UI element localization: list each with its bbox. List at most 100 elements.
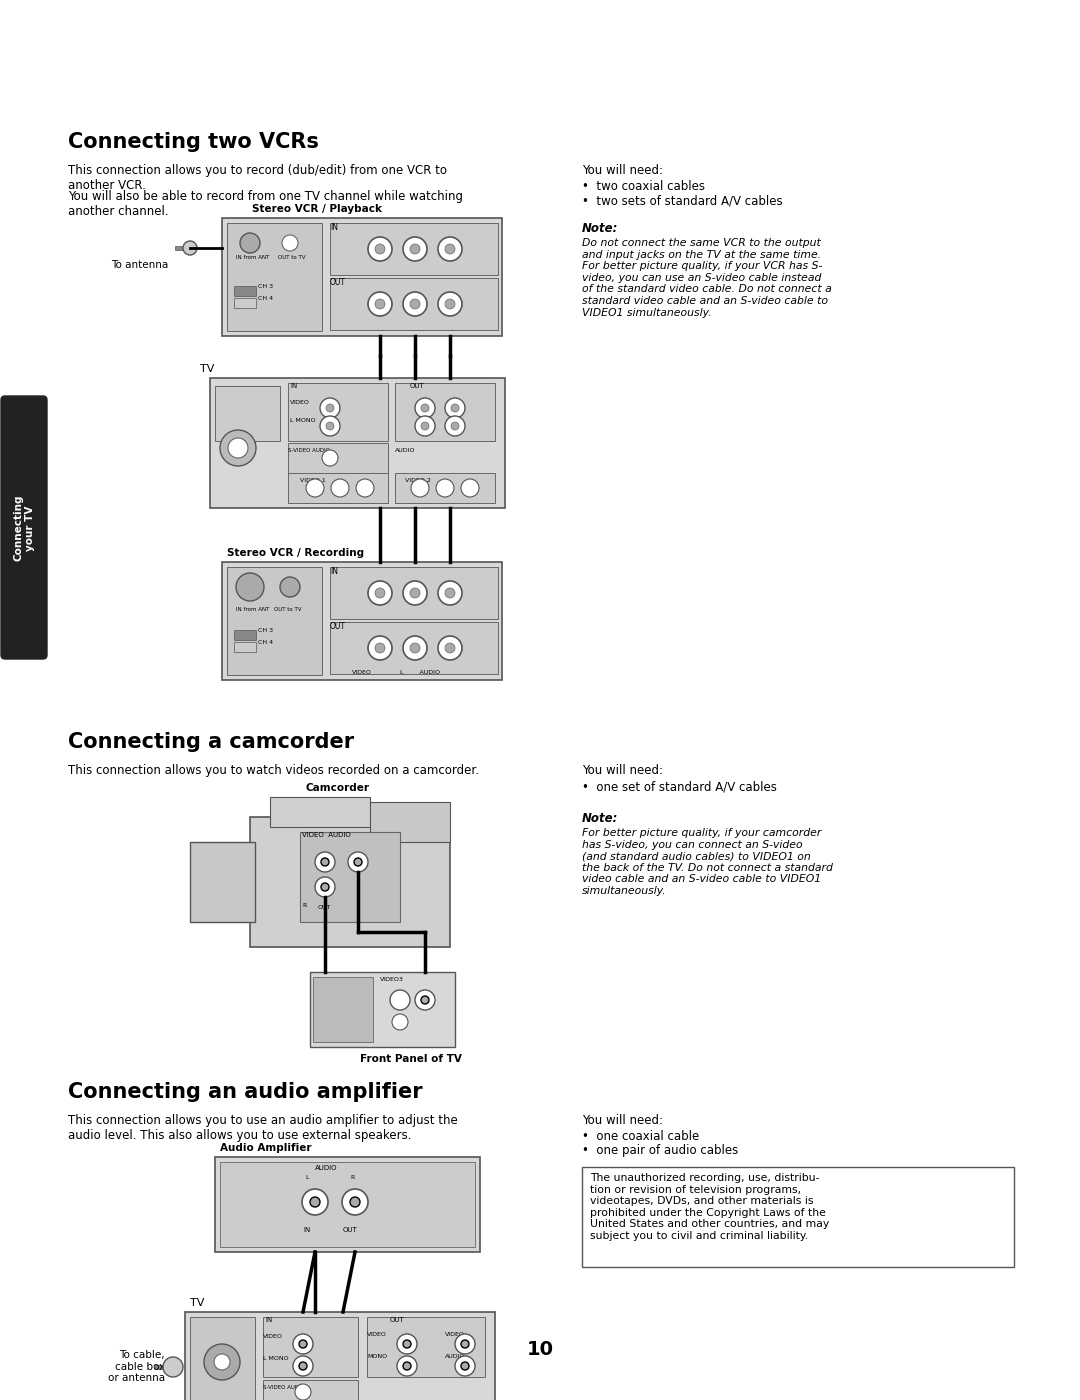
Circle shape (368, 636, 392, 659)
Circle shape (368, 293, 392, 316)
Bar (215, 1156, 480, 1252)
Text: Front Panel of TV: Front Panel of TV (360, 1054, 462, 1064)
Circle shape (421, 405, 429, 412)
Text: You will need:: You will need: (582, 764, 663, 777)
Text: To cable,
cable box
or antenna: To cable, cable box or antenna (108, 1350, 165, 1383)
Circle shape (445, 300, 455, 309)
Text: IN: IN (265, 1317, 272, 1323)
Text: OUT: OUT (343, 1226, 357, 1233)
Circle shape (390, 990, 410, 1009)
Circle shape (451, 405, 459, 412)
Circle shape (445, 398, 465, 419)
Text: IN: IN (330, 223, 338, 232)
Circle shape (348, 853, 368, 872)
Bar (582, 1168, 1014, 1267)
Bar (330, 223, 498, 274)
Circle shape (350, 1197, 360, 1207)
Circle shape (299, 1362, 307, 1371)
Circle shape (403, 1340, 411, 1348)
Bar (270, 797, 370, 827)
Circle shape (445, 588, 455, 598)
Text: •  one set of standard A/V cables: • one set of standard A/V cables (582, 780, 777, 792)
Bar (330, 622, 498, 673)
Circle shape (461, 1362, 469, 1371)
Text: MONO: MONO (367, 1354, 387, 1359)
Text: VIDEO: VIDEO (291, 400, 310, 405)
Text: VIDEO: VIDEO (445, 1331, 464, 1337)
Text: Note:: Note: (582, 812, 619, 825)
Circle shape (368, 581, 392, 605)
Text: S-VIDEO AUDIO: S-VIDEO AUDIO (264, 1385, 305, 1390)
Text: OUT: OUT (390, 1317, 405, 1323)
Circle shape (368, 237, 392, 260)
Text: VIDEO3: VIDEO3 (380, 977, 404, 981)
Bar (227, 567, 322, 675)
Circle shape (237, 573, 264, 601)
Circle shape (375, 300, 384, 309)
Circle shape (455, 1334, 475, 1354)
Text: TV: TV (200, 364, 214, 374)
Circle shape (403, 636, 427, 659)
Bar (313, 977, 373, 1042)
Bar (210, 378, 505, 508)
Text: Connecting
your TV: Connecting your TV (13, 494, 35, 561)
Text: Connecting two VCRs: Connecting two VCRs (68, 132, 319, 153)
Circle shape (330, 479, 349, 497)
Circle shape (445, 643, 455, 652)
Bar (156, 1365, 173, 1369)
Circle shape (321, 858, 329, 867)
Text: This connection allows you to use an audio amplifier to adjust the
audio level. : This connection allows you to use an aud… (68, 1114, 458, 1142)
Text: IN: IN (291, 384, 297, 389)
Text: CH 4: CH 4 (258, 640, 273, 645)
Circle shape (445, 416, 465, 435)
Text: For better picture quality, if your camcorder
has S-video, you can connect an S-: For better picture quality, if your camc… (582, 827, 833, 896)
Circle shape (436, 479, 454, 497)
Text: Audio Amplifier: Audio Amplifier (220, 1142, 311, 1154)
Circle shape (410, 244, 420, 253)
Text: Connecting an audio amplifier: Connecting an audio amplifier (68, 1082, 422, 1102)
Circle shape (415, 398, 435, 419)
Circle shape (293, 1334, 313, 1354)
Text: Connecting a camcorder: Connecting a camcorder (68, 732, 354, 752)
Bar (234, 286, 256, 295)
Circle shape (403, 293, 427, 316)
Bar (222, 561, 502, 680)
Circle shape (461, 479, 480, 497)
Text: To antenna: To antenna (111, 260, 168, 270)
Circle shape (461, 1340, 469, 1348)
Text: R: R (302, 903, 307, 909)
Text: IN: IN (303, 1226, 310, 1233)
Text: AUDIO: AUDIO (395, 448, 416, 454)
Text: IN from ANT: IN from ANT (237, 608, 269, 612)
Text: VIDEO 1: VIDEO 1 (300, 477, 326, 483)
Circle shape (310, 1197, 320, 1207)
Text: Camcorder: Camcorder (305, 783, 369, 792)
Text: VIDEO: VIDEO (352, 671, 372, 675)
Bar (234, 298, 256, 308)
Circle shape (293, 1357, 313, 1376)
Text: Stereo VCR / Recording: Stereo VCR / Recording (227, 547, 364, 559)
Circle shape (375, 643, 384, 652)
Circle shape (403, 581, 427, 605)
Text: VIDEO 2: VIDEO 2 (405, 477, 431, 483)
Bar (222, 218, 502, 336)
Text: CH 3: CH 3 (258, 284, 273, 288)
Bar (395, 384, 495, 441)
Circle shape (421, 421, 429, 430)
Bar (395, 473, 495, 503)
Circle shape (438, 636, 462, 659)
Bar (330, 567, 498, 619)
Circle shape (438, 581, 462, 605)
Bar (264, 1380, 357, 1400)
Text: OUT: OUT (330, 622, 346, 631)
Circle shape (397, 1357, 417, 1376)
Text: OUT to TV: OUT to TV (278, 255, 306, 260)
Bar (310, 972, 455, 1047)
Circle shape (410, 588, 420, 598)
Circle shape (411, 479, 429, 497)
Text: L        AUDIO: L AUDIO (400, 671, 440, 675)
Text: L MONO: L MONO (264, 1357, 288, 1361)
Text: OUT: OUT (330, 279, 346, 287)
Text: CH 3: CH 3 (258, 629, 273, 633)
Bar (264, 1317, 357, 1378)
